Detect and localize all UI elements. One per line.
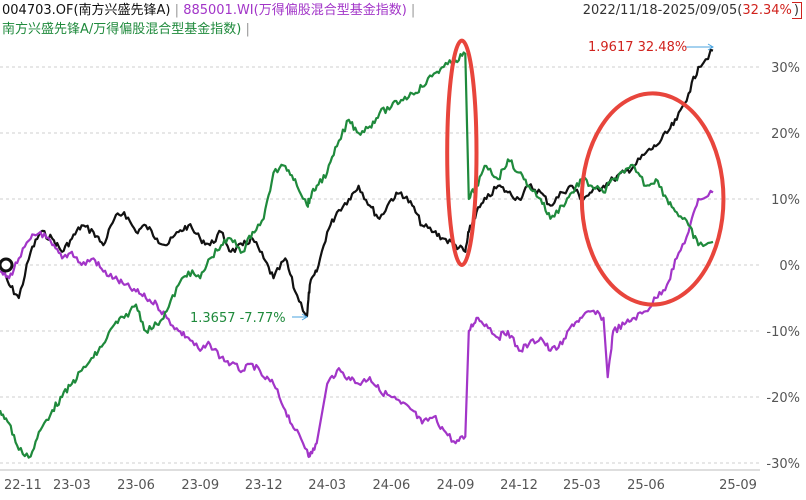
annotation-arrowhead [707,43,714,51]
x-tick-label: 24-03 [308,478,346,493]
legend-line-2: 南方兴盛先锋A/万得偏股混合型基金指数) | [2,22,250,38]
legend-ratio[interactable]: 南方兴盛先锋A/万得偏股混合型基金指数) [2,22,242,37]
legend-separator: | [410,3,416,18]
series-line-1 [0,189,714,459]
y-tick-label: -20% [766,391,800,406]
annotation-label: 1.9617 32.48% [588,40,687,55]
legend-separator: | [245,22,250,37]
y-tick-label: -30% [766,457,800,472]
legend-index[interactable]: 885001.WI(万得偏股混合型基金指数) [183,3,407,18]
series-line-2 [0,51,714,459]
x-tick-label: 23-03 [53,478,91,493]
annotation-label: 1.3657 -7.77% [190,311,286,326]
legend-separator: | [174,3,180,18]
x-tick-label: 25-06 [627,478,665,493]
y-tick-label: 30% [771,61,800,76]
highlight-ellipse [579,91,726,307]
start-marker [0,257,14,273]
x-tick-label: 23-12 [245,478,283,493]
x-tick-label: 24-12 [500,478,538,493]
range-return: 32.34% [742,3,792,18]
range-close: ) [791,2,802,19]
y-tick-label: -10% [766,325,800,340]
x-tick-label: 22-11 [4,478,42,493]
x-tick-label: 23-09 [181,478,219,493]
annotation-arrowhead [301,313,308,321]
legend-line-1: 004703.OF(南方兴盛先锋A) | 885001.WI(万得偏股混合型基金… [2,3,415,19]
series-line-0 [0,48,714,318]
legend-fund[interactable]: 004703.OF(南方兴盛先锋A) [2,3,171,18]
x-tick-label: 24-09 [437,478,475,493]
x-tick-label: 24-06 [372,478,410,493]
highlight-ellipse [445,38,479,267]
y-tick-label: 20% [771,127,800,142]
y-tick-label: 10% [771,193,800,208]
x-tick-label: 23-06 [117,478,155,493]
date-range: 2022/11/18-2025/09/05( [582,3,743,18]
date-range-readout: 2022/11/18-2025/09/05(32.34%) [582,2,802,19]
x-tick-label: 25-09 [719,478,757,493]
y-tick-label: 0% [779,259,800,274]
x-tick-label: 25-03 [563,478,601,493]
